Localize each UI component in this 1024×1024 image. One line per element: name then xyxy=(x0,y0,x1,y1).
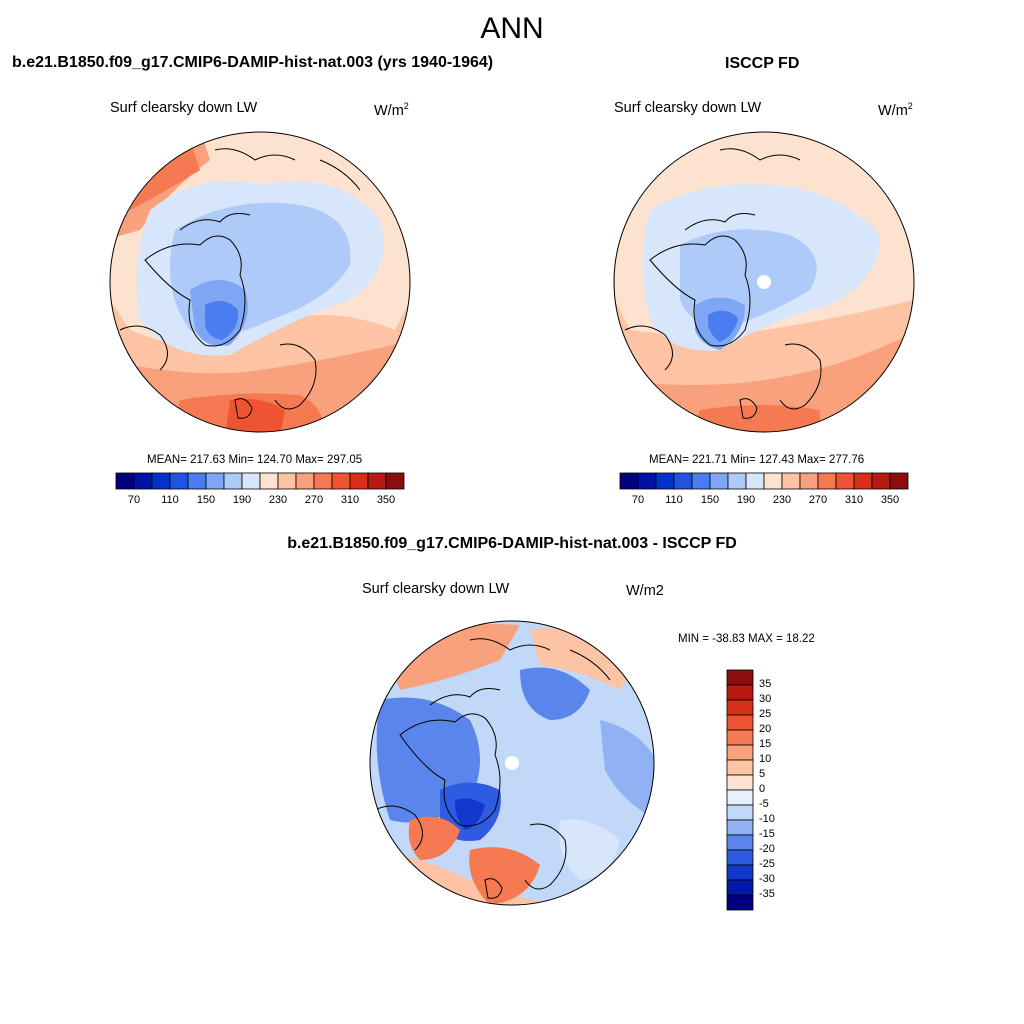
model-colorbar-swatch xyxy=(187,472,207,490)
model-variable-label: Surf clearsky down LW xyxy=(110,100,258,116)
obs-stats: MEAN= 221.71 Min= 127.43 Max= 277.76 xyxy=(649,454,865,466)
diff-panel-title: b.e21.B1850.f09_g17.CMIP6-DAMIP-hist-nat… xyxy=(287,535,737,552)
obs-colorbar xyxy=(619,472,909,490)
obs-colorbar-tick-label: 70 xyxy=(631,494,645,506)
obs-colorbar-swatch xyxy=(709,472,729,490)
obs-colorbar-tick-label: 350 xyxy=(880,494,900,506)
model-colorbar-swatch xyxy=(223,472,243,490)
model-units-label: W/m2 xyxy=(374,101,409,119)
diff-colorbar-tick-label: 5 xyxy=(759,768,766,780)
obs-colorbar-tick-label: 110 xyxy=(665,494,683,506)
diff-colorbar-swatch xyxy=(726,684,754,701)
model-stats: MEAN= 217.63 Min= 124.70 Max= 297.05 xyxy=(147,454,363,466)
diff-colorbar-tick-label: 10 xyxy=(759,753,772,765)
obs-variable-label: Surf clearsky down LW xyxy=(614,100,762,116)
model-colorbar-swatch xyxy=(385,472,405,490)
model-colorbar-swatch xyxy=(205,472,225,490)
obs-colorbar-tick-label: 190 xyxy=(736,494,756,506)
diff-colorbar-tick-label: -35 xyxy=(759,888,775,900)
diff-colorbar-tick-label: 15 xyxy=(759,738,772,750)
diff-colorbar-swatch xyxy=(726,804,754,821)
diff-colorbar-tick-label: 20 xyxy=(759,723,772,735)
diff-colorbar-swatch xyxy=(726,744,754,761)
model-colorbar xyxy=(115,472,405,490)
obs-colorbar-swatch xyxy=(781,472,801,490)
obs-colorbar-swatch xyxy=(655,472,675,490)
diff-colorbar-swatch xyxy=(726,729,754,746)
diff-colorbar-swatch xyxy=(726,819,754,836)
obs-colorbar-tick-label: 230 xyxy=(772,494,792,506)
model-colorbar-tick-label: 350 xyxy=(376,494,396,506)
diff-colorbar-swatch xyxy=(726,669,754,686)
model-colorbar-swatch xyxy=(151,472,171,490)
diff-colorbar-tick-label: 25 xyxy=(759,708,772,720)
model-colorbar-swatch xyxy=(313,472,333,490)
model-colorbar-swatch xyxy=(367,472,387,490)
model-colorbar-swatch xyxy=(169,472,189,490)
obs-colorbar-tick-label: 150 xyxy=(700,494,720,506)
model-colorbar-tick-label: 150 xyxy=(196,494,216,506)
diff-colorbar-tick-label: -15 xyxy=(759,828,775,840)
diff-colorbar-swatch xyxy=(726,714,754,731)
model-colorbar-swatch xyxy=(115,472,135,490)
diff-colorbar-swatch xyxy=(726,864,754,881)
obs-colorbar-swatch xyxy=(763,472,783,490)
obs-colorbar-swatch xyxy=(691,472,711,490)
model-colorbar-swatch xyxy=(133,472,153,490)
model-colorbar-tick-label: 70 xyxy=(127,494,141,506)
diff-stats: MIN = -38.83 MAX = 18.22 xyxy=(678,633,815,645)
diff-colorbar-tick-label: -30 xyxy=(759,873,775,885)
model-colorbar-swatch xyxy=(331,472,351,490)
diff-colorbar-tick-label: -5 xyxy=(759,798,769,810)
diff-colorbar-swatch xyxy=(726,849,754,866)
model-colorbar-tick-label: 190 xyxy=(232,494,252,506)
model-colorbar-tick-label: 230 xyxy=(268,494,288,506)
diff-polar-map xyxy=(369,620,655,906)
model-colorbar-tick-label: 110 xyxy=(161,494,179,506)
diff-units-label: W/m2 xyxy=(626,583,664,599)
diff-colorbar-swatch xyxy=(726,759,754,776)
diff-colorbar-tick-label: 30 xyxy=(759,693,772,705)
diff-colorbar xyxy=(726,669,754,911)
diff-colorbar-tick-label: -25 xyxy=(759,858,775,870)
diff-colorbar-tick-label: 35 xyxy=(759,678,772,690)
obs-units-label: W/m2 xyxy=(878,101,913,119)
obs-colorbar-swatch xyxy=(799,472,819,490)
obs-panel-title: ISCCP FD xyxy=(725,55,800,72)
model-panel-title: b.e21.B1850.f09_g17.CMIP6-DAMIP-hist-nat… xyxy=(12,54,494,71)
diff-colorbar-swatch xyxy=(726,774,754,791)
figure-title: ANN xyxy=(480,12,544,45)
obs-colorbar-swatch xyxy=(817,472,837,490)
diff-colorbar-swatch xyxy=(726,699,754,716)
obs-polar-map xyxy=(613,131,915,433)
model-colorbar-swatch xyxy=(349,472,369,490)
model-polar-map xyxy=(109,131,411,433)
obs-colorbar-swatch xyxy=(673,472,693,490)
diff-colorbar-tick-label: 0 xyxy=(759,783,766,795)
diff-colorbar-tick-label: -10 xyxy=(759,813,775,825)
obs-colorbar-swatch xyxy=(727,472,747,490)
diff-colorbar-swatch xyxy=(726,789,754,806)
obs-colorbar-swatch xyxy=(619,472,639,490)
obs-colorbar-tick-label: 270 xyxy=(808,494,828,506)
diff-variable-label: Surf clearsky down LW xyxy=(362,581,510,597)
diff-colorbar-tick-label: -20 xyxy=(759,843,775,855)
model-colorbar-swatch xyxy=(295,472,315,490)
model-colorbar-swatch xyxy=(259,472,279,490)
model-colorbar-swatch xyxy=(277,472,297,490)
obs-colorbar-swatch xyxy=(637,472,657,490)
obs-colorbar-tick-label: 310 xyxy=(844,494,864,506)
model-colorbar-swatch xyxy=(241,472,261,490)
obs-colorbar-swatch xyxy=(853,472,873,490)
diff-colorbar-swatch xyxy=(726,834,754,851)
obs-colorbar-swatch xyxy=(889,472,909,490)
diff-colorbar-swatch xyxy=(726,894,754,911)
model-colorbar-tick-label: 270 xyxy=(304,494,324,506)
obs-colorbar-swatch xyxy=(835,472,855,490)
obs-colorbar-swatch xyxy=(745,472,765,490)
diff-colorbar-swatch xyxy=(726,879,754,896)
model-colorbar-tick-label: 310 xyxy=(340,494,360,506)
obs-colorbar-swatch xyxy=(871,472,891,490)
